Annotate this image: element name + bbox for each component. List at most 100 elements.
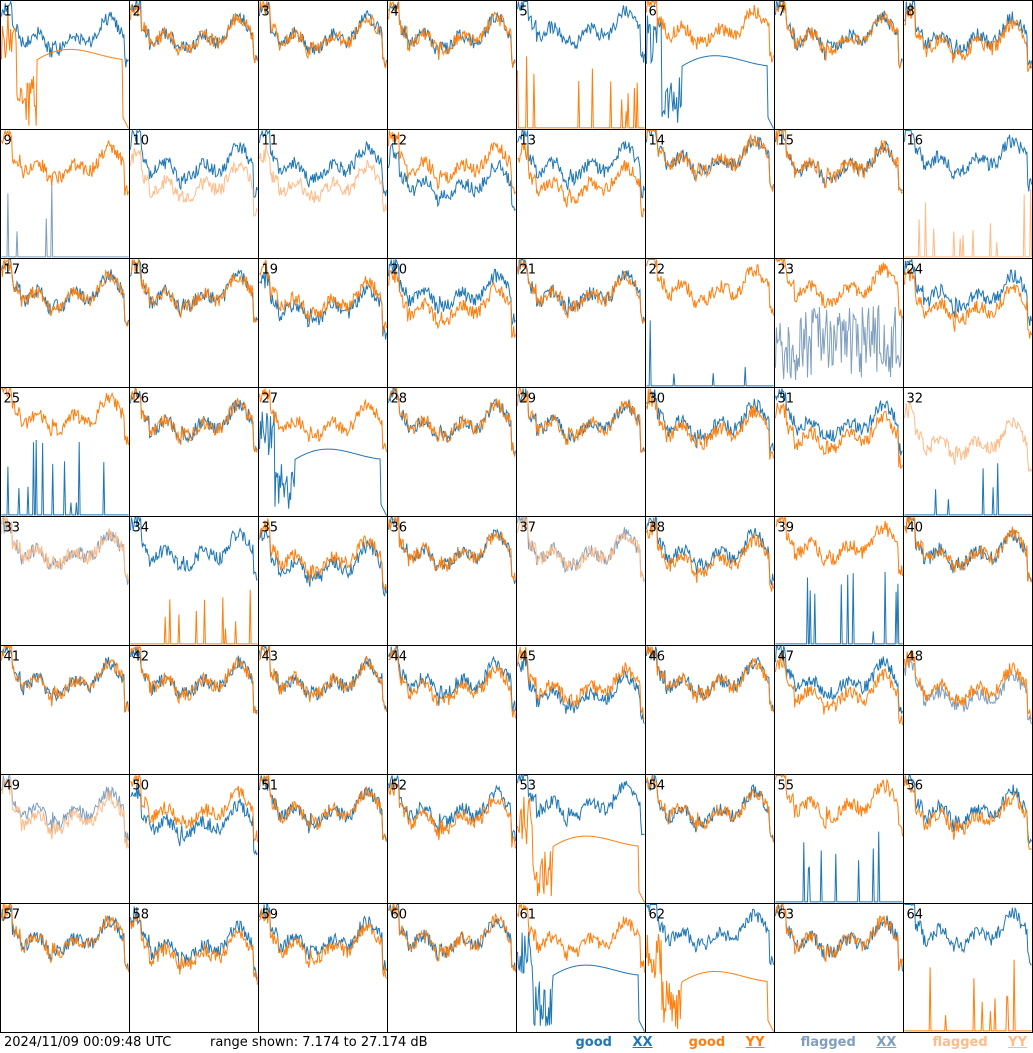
footer-bar: 2024/11/09 00:09:48 UTC range shown: 7.1… [0, 1033, 1033, 1053]
panel-5: 5 [516, 0, 646, 130]
panel-number: 26 [133, 392, 150, 407]
series-xx-good [646, 320, 774, 387]
panel-frame [129, 903, 259, 1033]
panel-62: 62 [645, 903, 775, 1033]
series-yy-good [775, 516, 903, 577]
series-yy-good [130, 388, 258, 453]
series-yy-good [517, 796, 645, 903]
panel-47: 47 [774, 644, 904, 775]
series-xx-good [904, 257, 1032, 326]
series-yy-flagged [130, 148, 258, 217]
panel-number: 30 [649, 392, 666, 407]
series-yy-good [904, 775, 1032, 850]
panel-frame [774, 129, 904, 259]
panel-49: 49 [0, 774, 130, 904]
series-yy-good [775, 1, 903, 70]
series-yy-good [775, 904, 903, 971]
range-label: range shown: 7.174 to 27.174 dB [210, 1035, 428, 1050]
timestamp-label: 2024/11/09 00:09:48 UTC [4, 1035, 172, 1050]
panel-number: 38 [649, 521, 666, 536]
panel-number: 47 [778, 650, 795, 665]
panel-7: 7 [774, 0, 904, 130]
panel-frame [258, 258, 388, 388]
panel-52: 52 [387, 774, 517, 904]
panel-40: 40 [903, 516, 1033, 646]
panel-45: 45 [516, 645, 646, 775]
panel-number: 64 [907, 908, 924, 923]
series-xx-good [517, 130, 645, 199]
panel-28: 28 [387, 387, 517, 517]
panel-number: 62 [649, 908, 666, 923]
panel-frame [903, 903, 1033, 1033]
panel-41: 41 [0, 645, 130, 775]
panel-number: 12 [391, 134, 408, 149]
panel-11: 11 [258, 128, 388, 259]
series-yy-good [904, 516, 1032, 583]
panel-29: 29 [516, 387, 646, 517]
panel-frame [0, 387, 130, 517]
panel-frame [516, 0, 646, 130]
panel-number: 25 [4, 392, 21, 407]
panel-number: 13 [520, 134, 537, 149]
series-xx-good [1, 0, 129, 68]
series-yy-good [646, 129, 774, 192]
series-yy-good [388, 269, 516, 338]
series-xx-good [388, 775, 516, 842]
panel-number: 28 [391, 392, 408, 407]
panel-63: 63 [774, 903, 904, 1033]
panel-frame [903, 516, 1033, 646]
panel-42: 42 [129, 645, 259, 775]
panel-30: 30 [645, 387, 775, 517]
panel-number: 27 [262, 392, 279, 407]
panel-24: 24 [903, 257, 1033, 388]
series-xx-good [130, 906, 258, 981]
panel-frame [645, 903, 775, 1033]
panel-frame [387, 516, 517, 646]
panel-19: 19 [258, 258, 388, 388]
series-yy-good [388, 516, 516, 583]
panel-number: 59 [262, 908, 279, 923]
panel-44: 44 [387, 645, 517, 775]
panel-frame [258, 903, 388, 1033]
panel-14: 14 [645, 129, 775, 259]
series-xx-good [775, 644, 903, 714]
panel-frame [387, 387, 517, 517]
panel-frame [645, 516, 775, 646]
series-yy-good [388, 1, 516, 68]
panel-number: 63 [778, 908, 795, 923]
panel-number: 22 [649, 263, 666, 278]
series-yy-good [904, 959, 1032, 1032]
panel-15: 15 [774, 129, 904, 259]
series-yy-flagged [1, 515, 129, 582]
panel-frame [774, 387, 904, 517]
series-yy-good [775, 773, 903, 837]
panel-4: 4 [387, 0, 517, 130]
series-yy-good [259, 907, 387, 979]
panel-number: 36 [391, 521, 408, 536]
panel-20: 20 [387, 257, 517, 388]
legend-good-xx: good XX [575, 1035, 653, 1050]
panel-frame [0, 258, 130, 388]
panel-number: 57 [4, 908, 21, 923]
legend-good-yy: good YY [688, 1035, 765, 1050]
series-xx-good [775, 571, 903, 645]
panel-43: 43 [258, 645, 388, 775]
series-yy-good [259, 646, 387, 713]
series-yy-good [646, 388, 774, 460]
legend-flagged-xx: flagged XX [800, 1035, 897, 1050]
series-xx-good [517, 651, 645, 724]
panel-8: 8 [903, 0, 1033, 130]
panel-frame [516, 645, 646, 775]
panel-number: 8 [907, 5, 915, 20]
panel-frame [129, 774, 259, 904]
panel-48: 48 [903, 645, 1033, 775]
panel-number: 43 [262, 650, 279, 665]
series-xx-good [388, 142, 516, 212]
series-xx-good [646, 904, 774, 966]
series-xx-good [904, 903, 1032, 966]
series-yy-good [388, 130, 516, 195]
panel-frame [516, 516, 646, 646]
series-yy-good [1, 12, 129, 129]
panel-38: 38 [645, 516, 775, 646]
panel-number: 24 [907, 263, 924, 278]
